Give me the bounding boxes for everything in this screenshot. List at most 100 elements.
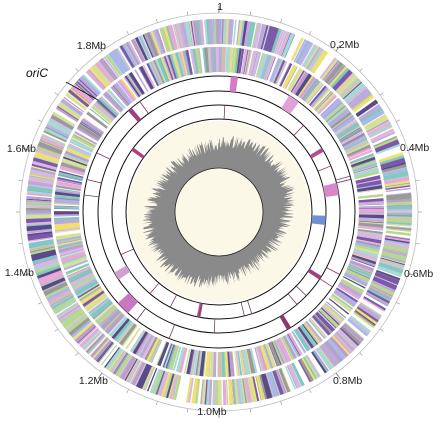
- forward-gene-mark: [379, 155, 405, 165]
- forward-gene-mark: [367, 121, 391, 136]
- scale-tick: [308, 389, 312, 394]
- reverse-gene-mark: [60, 251, 86, 263]
- reverse-gene-mark: [358, 202, 384, 206]
- reverse-gene-mark: [115, 82, 133, 104]
- position-labels: 1 0.2Mb 0.4Mb 0.6Mb 0.8Mb 1.0Mb 1.2Mb 1.…: [5, 1, 434, 418]
- reverse-gene-mark: [85, 293, 108, 312]
- scale-tick: [37, 119, 42, 123]
- forward-gene-mark: [68, 316, 91, 336]
- forward-gene-mark: [100, 344, 118, 366]
- forward-gene-mark: [376, 269, 401, 281]
- reverse-gene-mark: [331, 293, 353, 310]
- reverse-gene-mark: [108, 316, 128, 338]
- forward-gene-mark: [311, 351, 327, 374]
- forward-gene-mark: [85, 333, 105, 353]
- forward-gene-mark: [79, 328, 100, 348]
- forward-gene-mark: [307, 48, 324, 71]
- forward-gene-mark: [366, 290, 390, 304]
- reverse-gene-mark: [54, 224, 80, 231]
- reverse-gene-mark: [274, 340, 286, 364]
- reverse-gene-mark: [144, 336, 158, 361]
- forward-gene-mark: [86, 70, 106, 91]
- forward-gene-mark: [155, 370, 166, 395]
- reverse-gene-mark: [178, 347, 188, 373]
- forward-gene-mark: [386, 209, 412, 212]
- forward-gene-mark: [130, 361, 146, 386]
- forward-gene-mark: [230, 19, 234, 45]
- forward-gene-mark: [370, 128, 394, 141]
- reverse-gene-mark: [347, 265, 372, 278]
- forward-gene-mark: [366, 118, 390, 133]
- reverse-gene-mark: [337, 284, 361, 300]
- scale-tick: [335, 372, 341, 379]
- reverse-gene-mark: [111, 318, 131, 340]
- forward-gene-mark: [107, 53, 124, 75]
- feature-tick: [287, 293, 298, 305]
- reverse-gene-mark: [142, 336, 156, 359]
- reverse-gene-mark: [146, 337, 160, 362]
- forward-gene-mark: [204, 19, 208, 45]
- forward-gene-mark: [191, 378, 199, 404]
- reverse-gene-mark: [58, 244, 84, 253]
- forward-gene-mark: [386, 218, 412, 224]
- forward-gene-mark: [166, 373, 175, 399]
- forward-gene-mark: [256, 23, 267, 50]
- forward-gene-mark: [143, 32, 157, 58]
- reverse-gene-mark: [54, 202, 80, 206]
- gc-skew-plot: [128, 121, 310, 303]
- forward-gene-mark: [279, 31, 290, 56]
- reverse-gene-mark: [90, 299, 112, 318]
- forward-gene-mark: [266, 371, 279, 397]
- forward-gene-mark: [76, 325, 98, 345]
- feature-block: [196, 302, 203, 318]
- reverse-gene-mark: [80, 288, 104, 305]
- forward-gene-mark: [252, 22, 262, 49]
- forward-gene-mark: [339, 77, 361, 98]
- forward-gene-mark: [106, 54, 122, 76]
- reverse-gene-mark: [321, 305, 342, 325]
- reverse-gene-mark: [54, 217, 80, 221]
- reverse-gene-mark: [309, 318, 327, 339]
- reverse-gene-mark: [217, 351, 220, 377]
- feature-tick: [293, 125, 304, 136]
- forward-gene-mark: [200, 379, 204, 405]
- forward-gene-mark: [49, 117, 73, 132]
- forward-gene-mark: [361, 109, 385, 126]
- reverse-gene-mark: [55, 188, 81, 193]
- forward-gene-mark: [184, 21, 193, 47]
- reverse-gene-mark: [355, 175, 381, 184]
- scale-tick: [415, 242, 420, 245]
- reverse-gene-mark: [89, 108, 110, 125]
- forward-gene-mark: [382, 167, 408, 177]
- reverse-gene-mark: [77, 123, 101, 140]
- reverse-gene-mark: [340, 130, 364, 146]
- forward-gene-mark: [80, 75, 101, 95]
- forward-gene-mark: [371, 279, 396, 293]
- forward-gene-mark: [323, 60, 341, 82]
- scale-tick: [359, 68, 363, 72]
- forward-gene-mark: [301, 44, 317, 68]
- forward-gene-mark: [143, 366, 156, 391]
- reverse-gene-mark: [356, 179, 382, 189]
- forward-gene-mark: [77, 79, 97, 98]
- reverse-gene-mark: [127, 74, 142, 96]
- forward-gene-mark: [384, 176, 410, 185]
- reverse-gene-mark: [237, 350, 243, 376]
- reverse-gene-mark: [68, 268, 93, 283]
- reverse-gene-mark: [293, 328, 311, 352]
- forward-gene-mark: [363, 296, 387, 311]
- forward-gene-mark: [26, 192, 52, 197]
- forward-gene-mark: [26, 224, 52, 232]
- scale-tick: [155, 18, 158, 23]
- feature-tick: [319, 278, 333, 288]
- reverse-gene-mark: [239, 350, 246, 376]
- reverse-gene-mark: [53, 211, 80, 215]
- forward-gene-mark: [187, 377, 194, 403]
- forward-gene-mark: [50, 114, 74, 131]
- forward-gene-mark: [337, 330, 356, 350]
- forward-gene-mark: [372, 276, 398, 291]
- reverse-gene-mark: [333, 290, 356, 307]
- reverse-gene-mark: [358, 193, 384, 199]
- forward-gene-mark: [315, 347, 334, 370]
- forward-gene-mark: [58, 305, 82, 323]
